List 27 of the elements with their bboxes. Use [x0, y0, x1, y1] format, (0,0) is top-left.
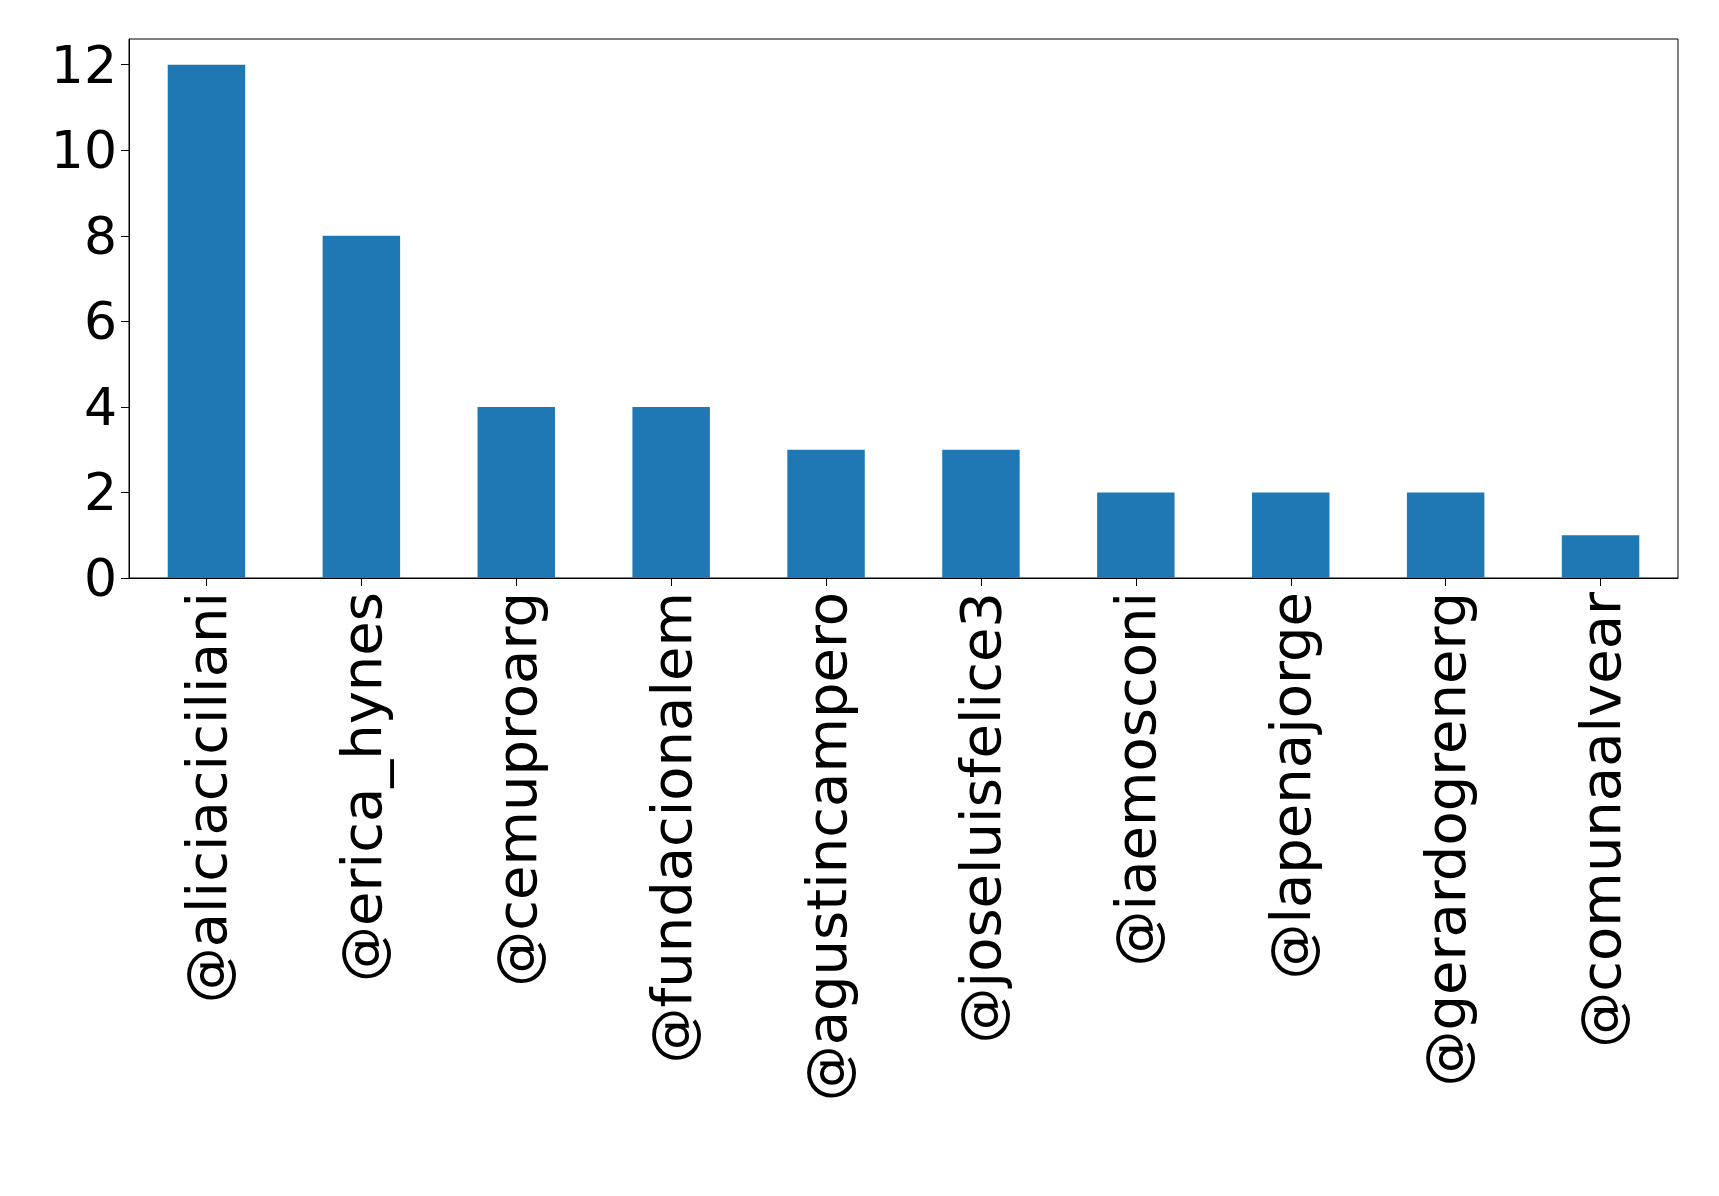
x-tick-label: @gerardogrenerg [1413, 592, 1479, 1087]
x-tick-label: @iaemosconi [1103, 592, 1169, 967]
y-tick-label: 12 [50, 34, 117, 95]
y-tick-label: 0 [83, 548, 117, 608]
x-tick-label: @joseluisfelice3 [948, 592, 1014, 1044]
bar [942, 449, 1020, 578]
y-tick-label: 10 [50, 120, 117, 181]
bar [477, 406, 555, 578]
y-tick-label: 4 [83, 376, 117, 437]
bar [1406, 492, 1485, 578]
bar [322, 235, 401, 578]
x-tick-label: @aliciaciciliani [173, 592, 239, 1004]
x-tick-label: @agustincampero [793, 592, 859, 1102]
y-tick-label: 6 [83, 291, 117, 352]
y-tick-label: 8 [83, 205, 117, 266]
y-tick-label: 2 [83, 462, 117, 523]
bar [632, 406, 710, 578]
x-tick-label: @lapenajorge [1258, 592, 1324, 980]
bar [1097, 492, 1175, 578]
x-tick-label: @erica_hynes [328, 592, 394, 982]
bar [787, 449, 865, 578]
bar [1252, 492, 1330, 578]
x-tick-label: @fundacionalem [638, 592, 704, 1064]
bar [167, 64, 246, 578]
x-tick-label: @cemuproarg [483, 592, 549, 987]
bar [1561, 535, 1640, 578]
x-tick-label: @comunaalvear [1568, 591, 1634, 1048]
